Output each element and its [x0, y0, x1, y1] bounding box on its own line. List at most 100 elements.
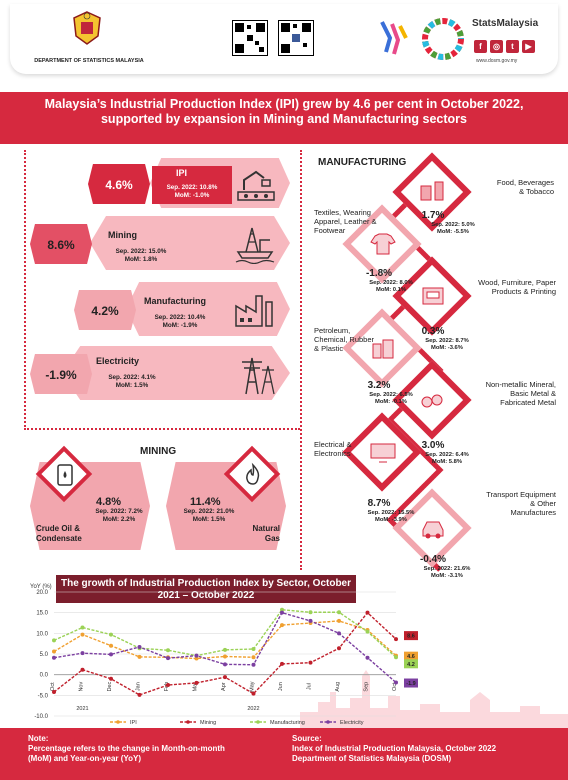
- qr-code-icon[interactable]: [278, 20, 314, 56]
- x-axis: OctNovDecJanFebMarAprMayJunJulAugSepOct2…: [50, 681, 398, 712]
- end-label: 4.6: [407, 654, 415, 660]
- footer: [0, 728, 568, 780]
- ipi-value: 4.6%: [105, 178, 133, 192]
- x-tick-label: Aug: [335, 682, 341, 692]
- data-point: [137, 654, 142, 659]
- divider: [24, 150, 26, 430]
- data-point: [223, 654, 227, 659]
- transport-label: Transport Equipment & Other Manufactures: [486, 490, 556, 517]
- website-url[interactable]: www.dosm.gov.my: [476, 58, 518, 64]
- metal-mom: MoM: 5.8%: [432, 459, 462, 465]
- y-tick-label: 15.0: [36, 611, 48, 617]
- y-tick-label: 5.0: [40, 652, 49, 658]
- electricity-value: -1.9%: [45, 368, 77, 382]
- x-tick-label: Oct: [50, 682, 56, 691]
- year-label: 2021: [76, 706, 88, 712]
- end-label-box: [404, 659, 418, 669]
- chart-legend: IPI Mining Manufacturing Electricity: [110, 720, 364, 726]
- legend-marker: [116, 720, 120, 724]
- petroleum-value: 3.2%: [367, 380, 391, 391]
- series-line-electricity: [53, 611, 397, 684]
- facebook-icon[interactable]: f: [474, 40, 487, 53]
- manufacturing-title: MANUFACTURING: [318, 157, 407, 168]
- chart-title: The growth of Industrial Production Inde…: [60, 578, 352, 601]
- ipi-value-box: [88, 164, 150, 204]
- x-tick-label: Nov: [79, 682, 85, 692]
- source-title: Source:: [292, 734, 322, 743]
- youtube-icon[interactable]: ▶: [522, 40, 535, 53]
- y-tick-label: 10.0: [36, 631, 48, 637]
- series-line-ipi: [53, 620, 397, 660]
- legend-label: Manufacturing: [270, 720, 305, 726]
- wood-value: 0.3%: [421, 326, 445, 337]
- chart-lines: [52, 607, 398, 697]
- electricity-name: Electricity: [96, 356, 140, 366]
- x-tick-label: Jun: [278, 682, 284, 691]
- legend-label: Electricity: [340, 720, 364, 726]
- end-label-box: [404, 631, 418, 641]
- data-point: [80, 667, 85, 672]
- mining-name: Mining: [108, 230, 137, 240]
- crude-oil-sep: Sep. 2022: 7.2%: [95, 508, 143, 515]
- mining-mom: MoM: 1.8%: [124, 256, 158, 263]
- x-tick-label: Jul: [307, 683, 313, 690]
- header: DEPARTMENT OF STATISTICS MALAYSIA StatsM…: [10, 4, 558, 74]
- instagram-icon[interactable]: ◎: [490, 40, 503, 53]
- data-point: [365, 610, 370, 615]
- textiles-label: Textiles, Wearing Apparel, Leather & Foo…: [314, 208, 377, 235]
- skyline-shape: [300, 670, 568, 728]
- data-point: [109, 676, 113, 681]
- transport-mom: MoM: -3.1%: [431, 573, 463, 579]
- city-skyline-decoration: [300, 670, 568, 728]
- food-beverage-icon: [420, 181, 444, 201]
- data-point: [394, 637, 398, 642]
- data-point: [394, 680, 398, 685]
- shirt-icon: [370, 233, 396, 255]
- data-point: [223, 647, 227, 652]
- y-axis: YoY (%)20.0 15.0 10.0 5.0 0.0 -5.0 -10.0: [30, 584, 52, 720]
- electricity-value-box: [30, 354, 92, 394]
- chemical-plant-icon: [372, 339, 394, 359]
- food-mom: MoM: -5.5%: [437, 229, 469, 235]
- twitter-icon[interactable]: t: [506, 40, 519, 53]
- data-point: [223, 675, 227, 680]
- dept-name: DEPARTMENT OF STATISTICS MALAYSIA: [34, 58, 144, 64]
- data-point: [52, 649, 56, 654]
- data-point: [166, 656, 170, 661]
- data-point: [365, 655, 370, 660]
- ipi-label-box: [152, 166, 232, 204]
- data-point: [251, 691, 256, 696]
- x-tick-label: Dec: [107, 682, 113, 692]
- data-point: [137, 692, 142, 697]
- ipi-line-chart: YoY (%)20.0 15.0 10.0 5.0 0.0 -5.0 -10.0 Oct No…: [30, 584, 568, 728]
- title-banner: [0, 92, 568, 144]
- data-point: [52, 638, 56, 643]
- food-label: Food, Beverages & Tobacco: [496, 178, 554, 196]
- qr-code-icon[interactable]: [232, 20, 268, 56]
- data-point: [137, 644, 142, 649]
- data-point: [337, 618, 341, 623]
- x-tick-label: May: [250, 681, 256, 692]
- x-tick-label: Sep: [364, 682, 370, 692]
- legend-label: IPI: [130, 720, 137, 726]
- legend-label: Mining: [200, 720, 216, 726]
- electrical-sep: Sep. 2022: 15.5%: [367, 510, 415, 516]
- natural-gas-sep: Sep. 2022: 21.0%: [183, 508, 235, 515]
- textiles-value: -1.8%: [365, 268, 393, 279]
- source-line-1: Index of Industrial Production Malaysia,…: [292, 744, 497, 753]
- divider: [24, 428, 300, 430]
- data-point: [194, 656, 199, 661]
- ipi-name: IPI: [176, 168, 188, 178]
- electricity-panel: [62, 346, 290, 400]
- electrical-mom: MoM: -3.9%: [375, 517, 407, 523]
- crude-oil-mom: MoM: 2.2%: [102, 516, 136, 523]
- metal-sep: Sep. 2022: 6.4%: [425, 452, 469, 458]
- chart-title-bg: [56, 575, 356, 603]
- end-labels: 8.6 4.6 4.2 -1.9: [404, 631, 418, 688]
- y-tick-label: 0.0: [40, 673, 49, 679]
- data-point: [308, 618, 313, 623]
- metal-label: Non-metallic Mineral, Basic Metal & Fabr…: [485, 380, 556, 407]
- data-point: [52, 655, 56, 660]
- petroleum-sep: Sep. 2022: 6.5%: [369, 392, 413, 398]
- source-line-2: Department of Statistics Malaysia (DOSM): [292, 754, 452, 763]
